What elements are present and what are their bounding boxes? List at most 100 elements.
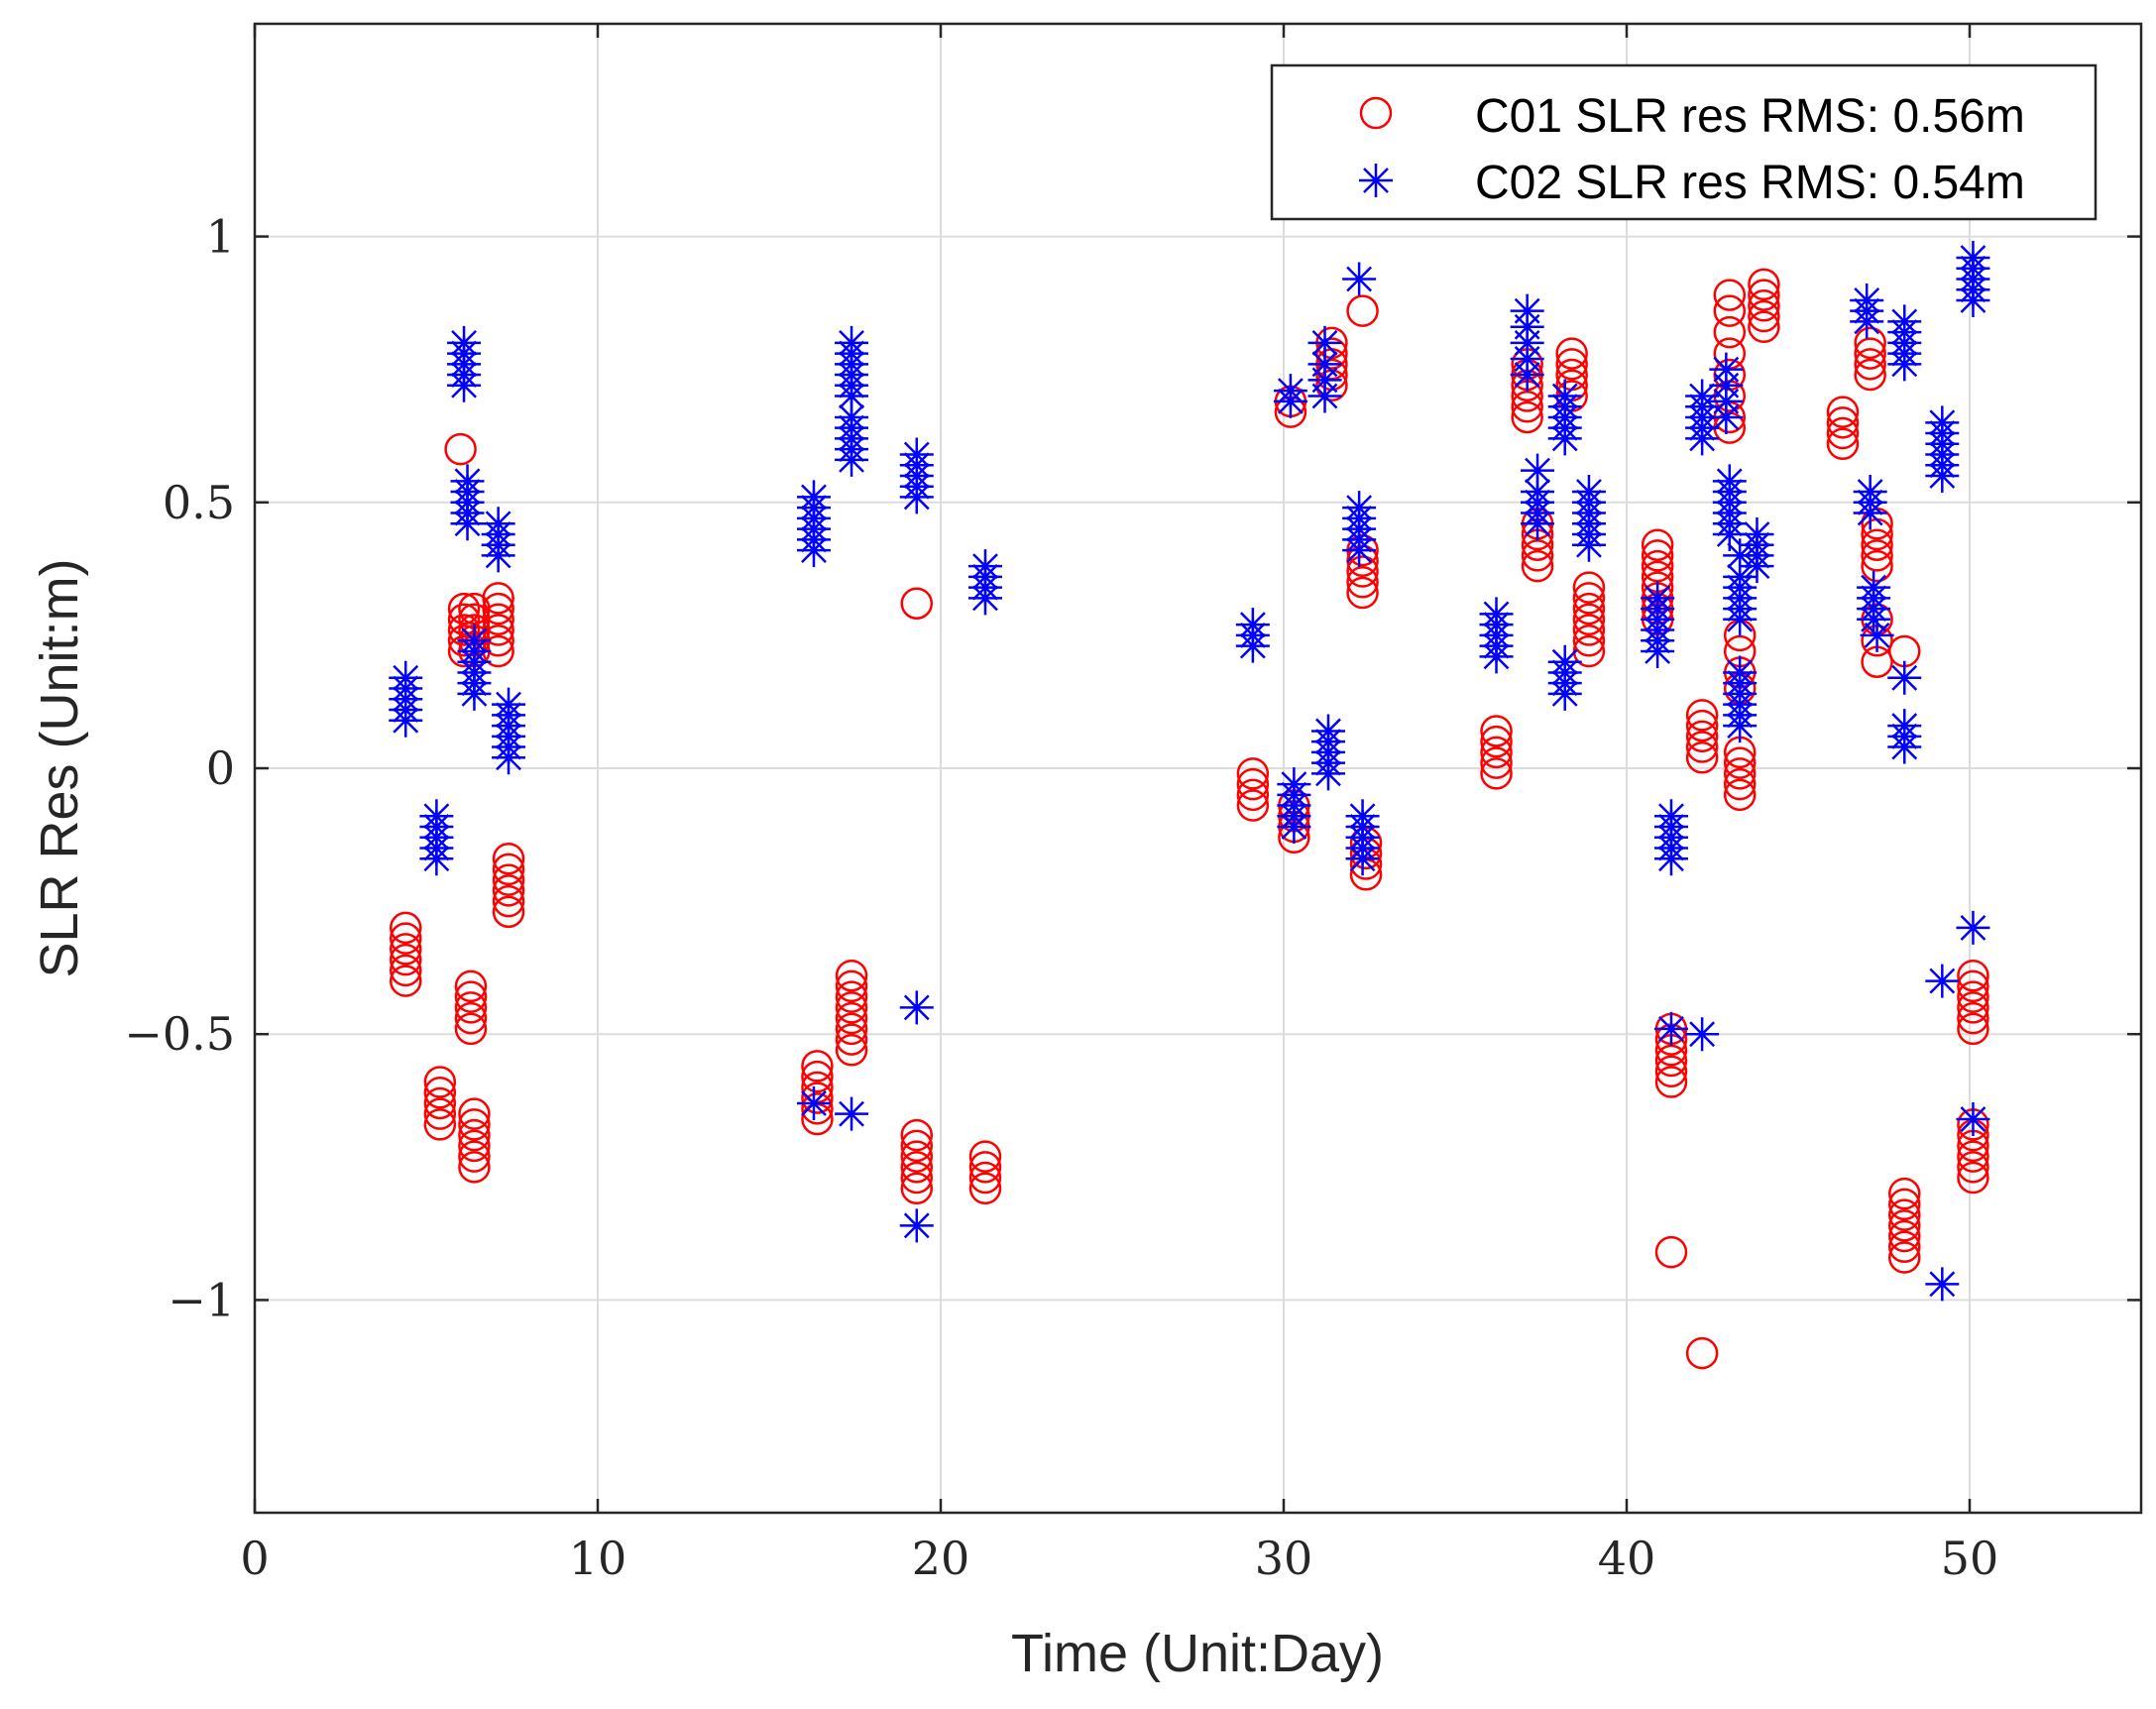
c01-point	[458, 1129, 491, 1163]
c01-point	[423, 1108, 457, 1141]
c01-point	[968, 1151, 1002, 1184]
c01-point	[492, 842, 525, 875]
c01-point	[1957, 1012, 1989, 1046]
c02-point	[1641, 581, 1675, 616]
c02-point	[1510, 293, 1544, 328]
c02-point	[1712, 464, 1747, 499]
c02-point	[1571, 475, 1606, 510]
c01-point	[389, 943, 422, 976]
c02-point	[1723, 538, 1758, 573]
c01-point	[1713, 294, 1747, 327]
c02-point	[1277, 810, 1311, 845]
data-points	[389, 241, 1990, 1370]
c01-point	[900, 1161, 934, 1195]
c01-point	[458, 1151, 491, 1184]
c02-point	[1853, 475, 1887, 510]
legend-label-c02: C02 SLR res RMS: 0.54m	[1475, 157, 2025, 209]
c01-point	[447, 614, 481, 646]
y-tick-label: 0.5	[163, 476, 235, 529]
c02-point	[1740, 516, 1774, 551]
c01-point	[1346, 555, 1379, 588]
x-tick-label: 10	[569, 1532, 627, 1585]
c01-point	[454, 969, 488, 1003]
c01-point	[1346, 294, 1379, 327]
c01-point	[389, 933, 422, 966]
c02-point	[1479, 597, 1514, 631]
c01-point	[1641, 549, 1674, 583]
c01-point	[1572, 614, 1606, 646]
c01-point	[1480, 757, 1513, 790]
c01-point	[1888, 1209, 1921, 1242]
c01-point	[835, 980, 868, 1013]
c02-point	[1685, 379, 1720, 413]
c01-point	[1641, 539, 1674, 572]
c01-point	[1572, 625, 1606, 657]
c01-point	[1654, 1235, 1688, 1269]
c01-point	[1480, 725, 1513, 758]
c01-point	[1957, 1140, 1989, 1173]
c02-point	[1887, 660, 1922, 695]
c01-point	[482, 592, 514, 626]
c01-point	[1957, 991, 1989, 1024]
x-tick-label: 40	[1598, 1532, 1656, 1585]
c01-point	[1854, 337, 1886, 370]
c01-point	[968, 1161, 1002, 1195]
c02-point	[1685, 1017, 1720, 1052]
c01-point	[492, 863, 525, 896]
c01-point	[801, 1060, 834, 1093]
c01-point	[1826, 396, 1860, 428]
c01-point	[492, 874, 525, 907]
c02-point	[447, 325, 482, 360]
c01-point	[1826, 427, 1860, 461]
c02-point	[1521, 475, 1555, 510]
c01-point	[1861, 549, 1893, 583]
c01-point	[454, 1012, 488, 1046]
c01-point	[1748, 299, 1780, 333]
c01-point	[492, 853, 525, 886]
c01-point	[1236, 778, 1270, 812]
c01-point	[1521, 539, 1554, 572]
c01-point	[1888, 1230, 1921, 1264]
y-tick-label: 0	[206, 741, 235, 795]
legend-label-c01: C01 SLR res RMS: 0.56m	[1475, 90, 2025, 143]
c02-point	[796, 480, 831, 514]
c01-point	[423, 1086, 457, 1120]
legend-marker-asterisk	[1359, 164, 1393, 197]
c01-point	[1685, 1336, 1719, 1370]
y-tick-label: −0.5	[124, 1007, 235, 1061]
c01-point	[482, 582, 514, 615]
c01-point	[458, 1118, 491, 1152]
c01-point	[1861, 539, 1893, 572]
c01-point	[1511, 390, 1543, 423]
c01-point	[968, 1172, 1002, 1205]
c01-point	[1957, 980, 1989, 1013]
c01-point	[1555, 337, 1588, 370]
c01-point	[1713, 315, 1747, 349]
c01-point	[1685, 709, 1719, 742]
c01-point	[1957, 1151, 1989, 1184]
c01-point	[1685, 720, 1719, 753]
c01-point	[482, 603, 514, 636]
c01-point	[1748, 268, 1780, 301]
c02-point	[1307, 325, 1342, 360]
c01-point	[1572, 582, 1606, 615]
c02-point	[1345, 842, 1380, 876]
c01-point	[1723, 757, 1757, 790]
c02-point	[967, 549, 1002, 584]
c02-point	[1857, 570, 1891, 605]
c02-point	[1850, 283, 1884, 317]
c01-point	[1723, 767, 1757, 801]
c02-point	[835, 399, 869, 434]
c01-point	[1654, 1044, 1688, 1078]
y-tick-label: 1	[206, 210, 235, 264]
c02-point	[796, 1085, 831, 1120]
c02-point	[1307, 347, 1342, 382]
c01-point	[1748, 310, 1780, 344]
c02-point	[1653, 1011, 1688, 1046]
c02-point	[1723, 655, 1758, 690]
c01-point	[900, 1140, 934, 1173]
c02-point	[899, 1208, 934, 1243]
c02-point	[1310, 714, 1345, 748]
c01-point	[1480, 736, 1513, 769]
c01-point	[900, 587, 934, 620]
